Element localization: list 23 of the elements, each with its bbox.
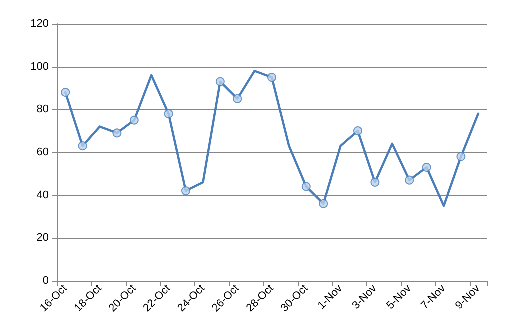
point [216,77,225,86]
y-tick-label: 100 [30,60,49,73]
y-tick-label: 60 [36,146,49,158]
point [61,88,70,98]
point [405,176,414,185]
y-tick-label: 80 [36,104,49,116]
point [182,186,190,196]
point [319,199,328,208]
point [302,182,311,192]
point [164,109,174,118]
y-tick-label: 0 [42,275,49,287]
point [456,152,466,162]
point [370,178,380,187]
point [130,116,139,125]
point [233,94,242,104]
point [422,162,432,172]
y-tick-label: 40 [36,189,49,202]
point [354,126,362,136]
y-tick-label: 20 [36,232,49,244]
point [268,73,276,82]
point [78,142,88,151]
y-tick-label: 120 [30,18,49,30]
point [112,128,122,138]
